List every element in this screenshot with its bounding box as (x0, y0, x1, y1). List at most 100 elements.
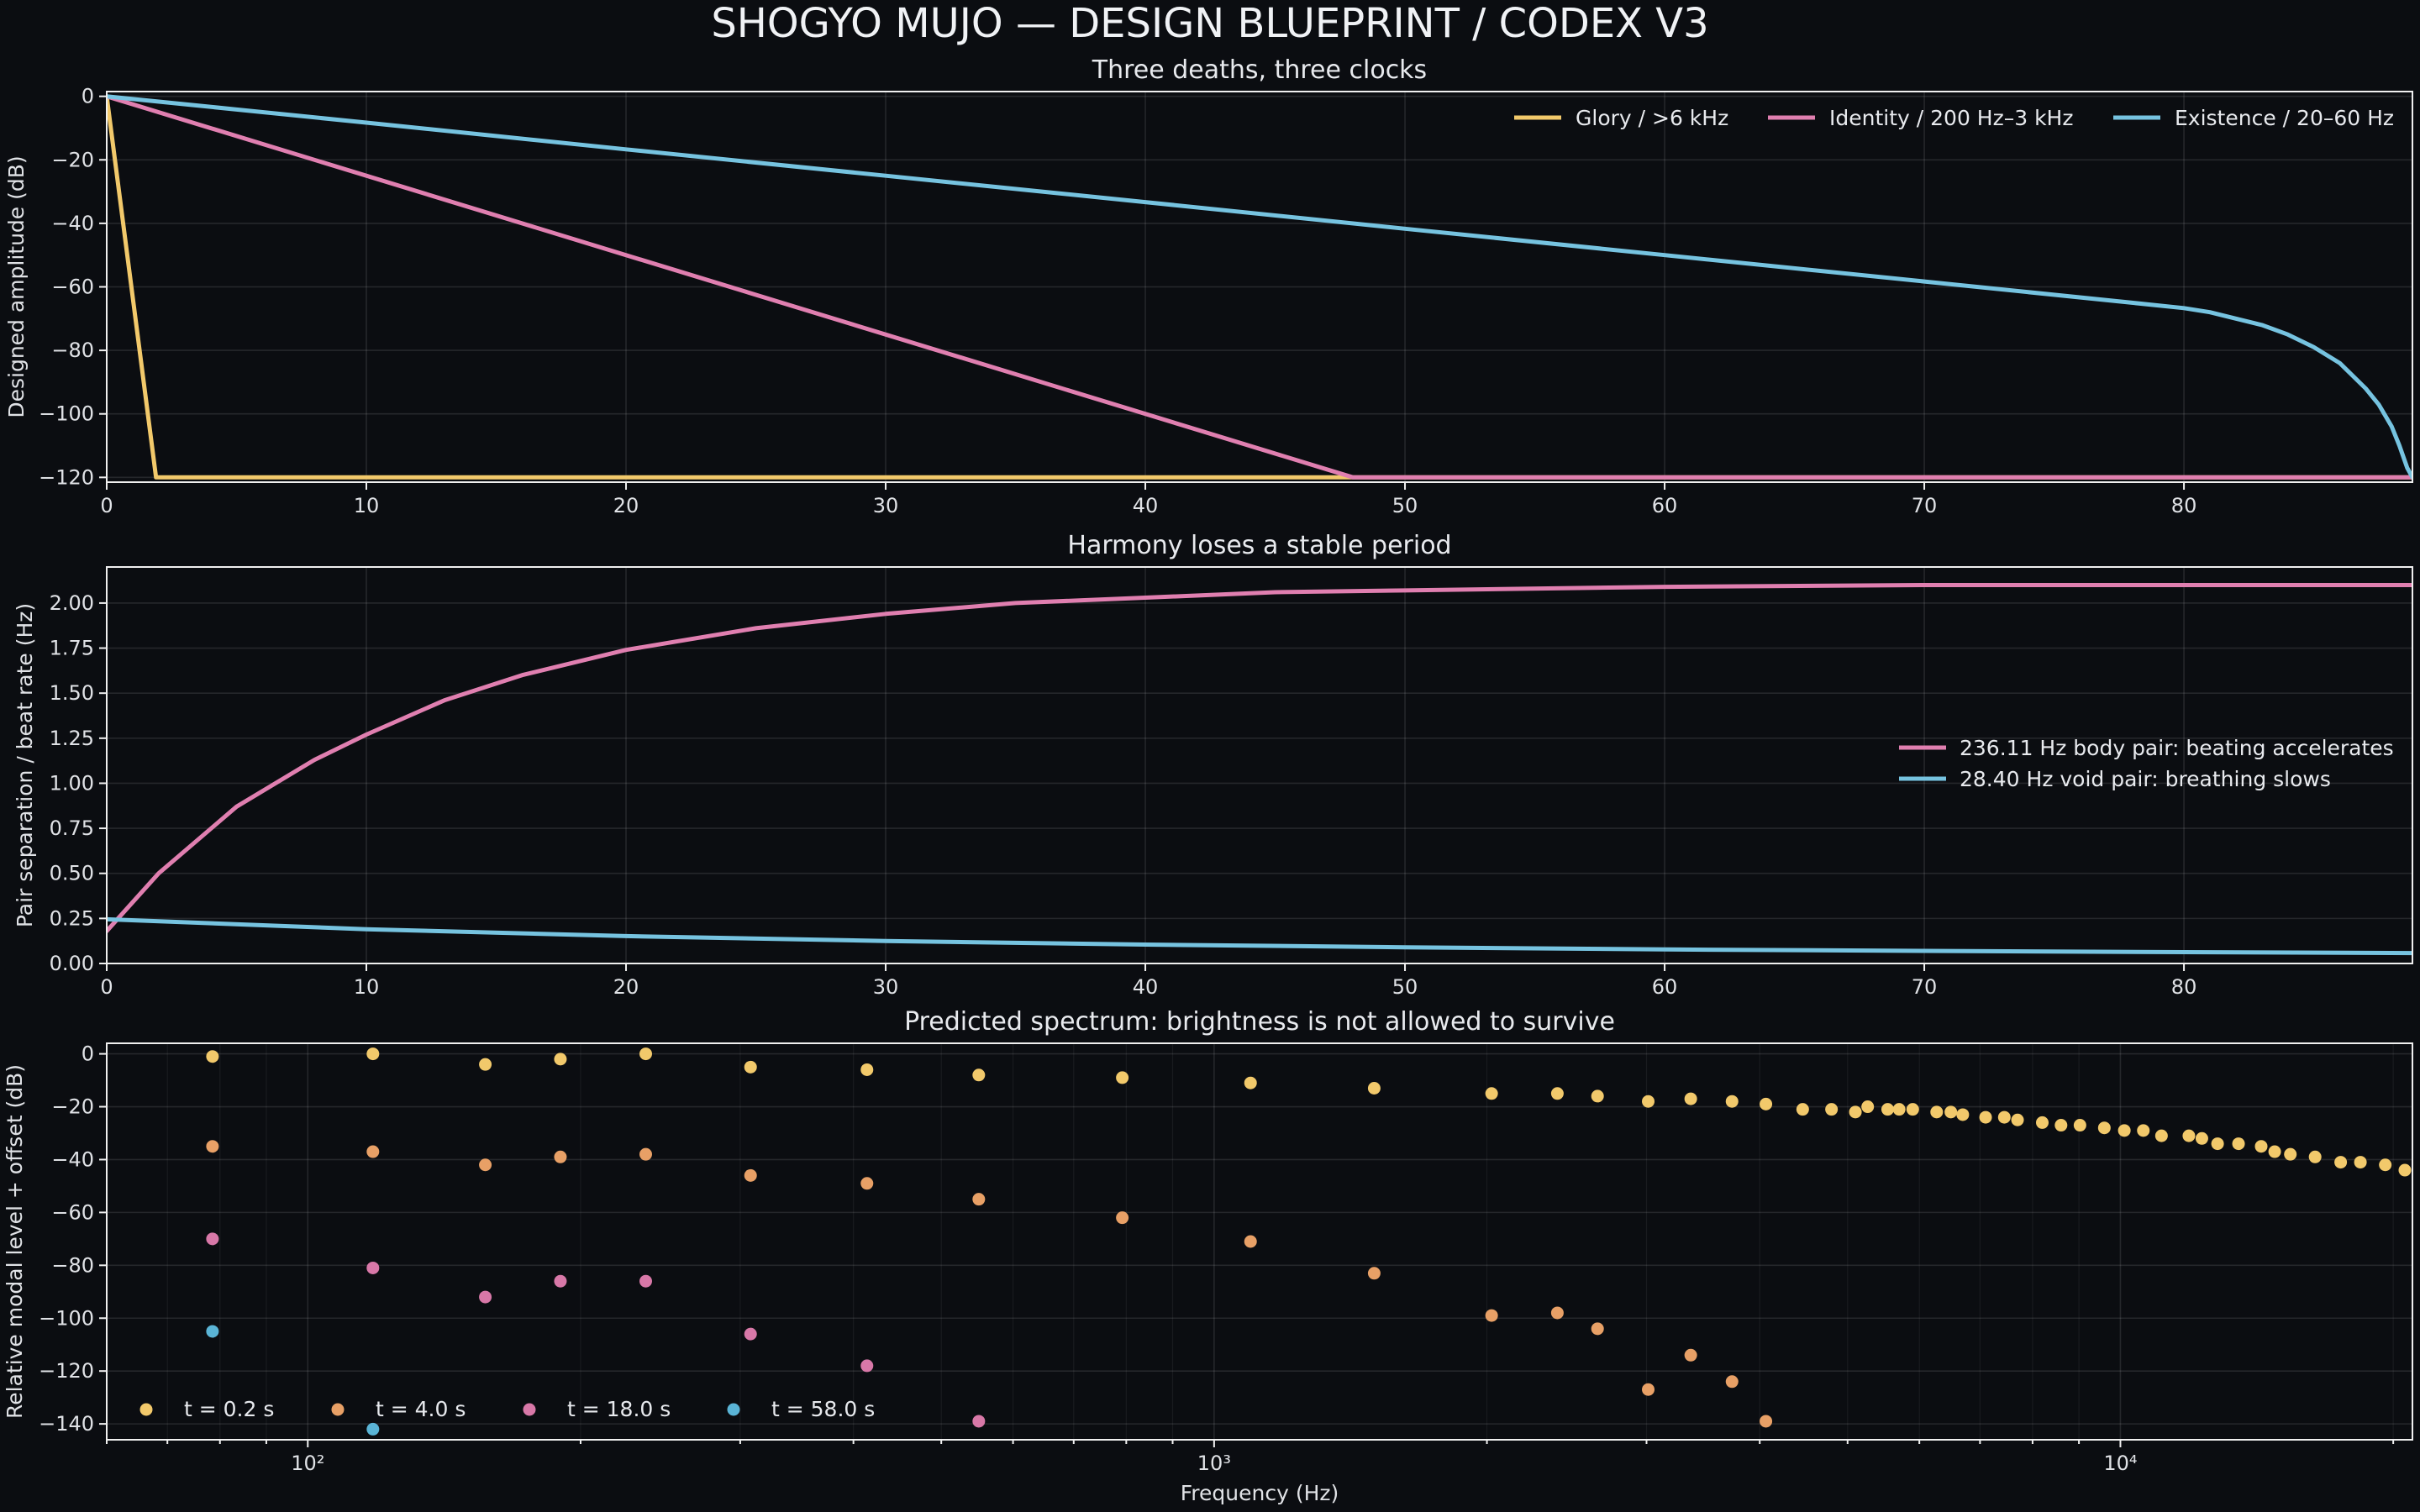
data-point (479, 1058, 492, 1071)
x-tick-label: 50 (1392, 494, 1418, 517)
data-point (860, 1359, 874, 1373)
data-point (2308, 1150, 2322, 1163)
y-tick-label: −120 (39, 465, 94, 489)
x-axis-label: Frequency (Hz) (1181, 1481, 1339, 1505)
data-point (2211, 1137, 2224, 1151)
data-point (2011, 1113, 2024, 1126)
y-tick-label: −120 (39, 1359, 94, 1383)
data-point (366, 1422, 380, 1436)
data-point (1881, 1103, 1894, 1116)
legend-label: Existence / 20–60 Hz (2175, 106, 2394, 130)
y-tick-label: −140 (39, 1412, 94, 1436)
y-tick-label: 0 (82, 85, 94, 108)
data-point (1979, 1110, 1992, 1124)
data-point (1944, 1105, 1958, 1119)
data-point (639, 1274, 653, 1288)
y-axis-label: Designed amplitude (dB) (4, 155, 29, 417)
plot-area (206, 1047, 2412, 1436)
axes-frame (106, 566, 2413, 964)
panel-beat-rate: 0 10 20 30 40 50 60 70 80 0.00 0.25 0.50 0.75 1.00 1.2… (13, 531, 2413, 999)
x-tick-label: 70 (1912, 494, 1938, 517)
data-point (1825, 1103, 1839, 1116)
data-point (1642, 1383, 1655, 1396)
y-tick-label: −60 (51, 276, 94, 299)
data-point (2118, 1124, 2131, 1137)
data-point (1684, 1092, 1697, 1105)
data-point (1642, 1095, 1655, 1108)
data-point (2334, 1156, 2348, 1169)
data-point (2182, 1129, 2196, 1142)
x-tick-label: 60 (1652, 975, 1678, 999)
y-axis-label: Pair separation / beat rate (Hz) (13, 603, 37, 927)
x-tick-label: 10³ (1197, 1452, 1231, 1475)
data-point (860, 1063, 874, 1076)
y-tick-label: −80 (51, 1253, 94, 1277)
data-point (554, 1150, 567, 1163)
plot-area (107, 94, 2412, 480)
data-point (1861, 1100, 1875, 1114)
x-tick-label: 10 (354, 975, 380, 999)
legend-label: t = 18.0 s (567, 1397, 671, 1421)
x-tick-label: 30 (873, 975, 899, 999)
data-point (1367, 1081, 1381, 1095)
legend-label: Identity / 200 Hz–3 kHz (1829, 106, 2073, 130)
data-point (206, 1140, 219, 1153)
data-point (1760, 1415, 1773, 1428)
x-tick-label: 30 (873, 494, 899, 517)
data-point (2354, 1156, 2367, 1169)
data-point (972, 1193, 986, 1206)
data-point (1116, 1211, 1129, 1225)
data-point (479, 1290, 492, 1304)
data-point (1550, 1087, 1564, 1100)
data-point (206, 1325, 219, 1338)
panel-title: Harmony loses a stable period (1067, 531, 1451, 560)
x-tick-label: 20 (613, 975, 639, 999)
data-point (2073, 1119, 2086, 1132)
data-point (1930, 1105, 1944, 1119)
data-point (2232, 1137, 2245, 1151)
y-tick-label: −100 (39, 1306, 94, 1330)
series-line (107, 94, 2412, 480)
panel-title: Predicted spectrum: brightness is not al… (904, 1007, 1615, 1037)
data-point (1997, 1110, 2011, 1124)
data-point (972, 1415, 986, 1428)
data-point (1906, 1103, 1919, 1116)
x-tick-label: 80 (2171, 975, 2197, 999)
data-point (2268, 1145, 2281, 1158)
legend-label: 236.11 Hz body pair: beating accelerates (1960, 736, 2394, 760)
panel-decay-curves: 0 10 20 30 40 50 60 70 80 0 −20 −40 −60 −80 −100 −120 Th… (4, 55, 2413, 517)
data-point (1956, 1108, 1970, 1121)
x-tick-label: 0 (100, 975, 113, 999)
y-tick-label: −80 (51, 339, 94, 362)
data-point (2254, 1140, 2268, 1153)
x-tick-label: 20 (613, 494, 639, 517)
y-tick-label: 0 (82, 1042, 94, 1066)
y-tick-label: −40 (51, 1147, 94, 1171)
x-tick-label: 10⁴ (2103, 1452, 2137, 1475)
data-point (366, 1047, 380, 1061)
data-point (554, 1274, 567, 1288)
data-point (1760, 1097, 1773, 1110)
x-tick-label: 70 (1912, 975, 1938, 999)
x-tick-label: 80 (2171, 494, 2197, 517)
axes-frame (106, 91, 2413, 483)
x-tick-label: 50 (1392, 975, 1418, 999)
x-tick-label: 40 (1133, 975, 1159, 999)
data-point (1485, 1087, 1498, 1100)
data-point (2097, 1121, 2111, 1135)
legend-marker (523, 1403, 536, 1416)
y-tick-label: 0.25 (50, 906, 94, 930)
axes-frame (106, 1042, 2413, 1441)
data-point (1684, 1348, 1697, 1362)
data-point (744, 1168, 757, 1182)
y-tick-label: 1.50 (50, 681, 94, 705)
x-tick-label: 40 (1133, 494, 1159, 517)
series-line (107, 916, 2412, 956)
y-tick-label: −20 (51, 148, 94, 171)
data-point (1485, 1309, 1498, 1322)
data-point (2398, 1163, 2412, 1177)
legend: Glory / >6 kHz Identity / 200 Hz–3 kHz Exi… (1514, 106, 2394, 130)
data-point (2154, 1129, 2168, 1142)
